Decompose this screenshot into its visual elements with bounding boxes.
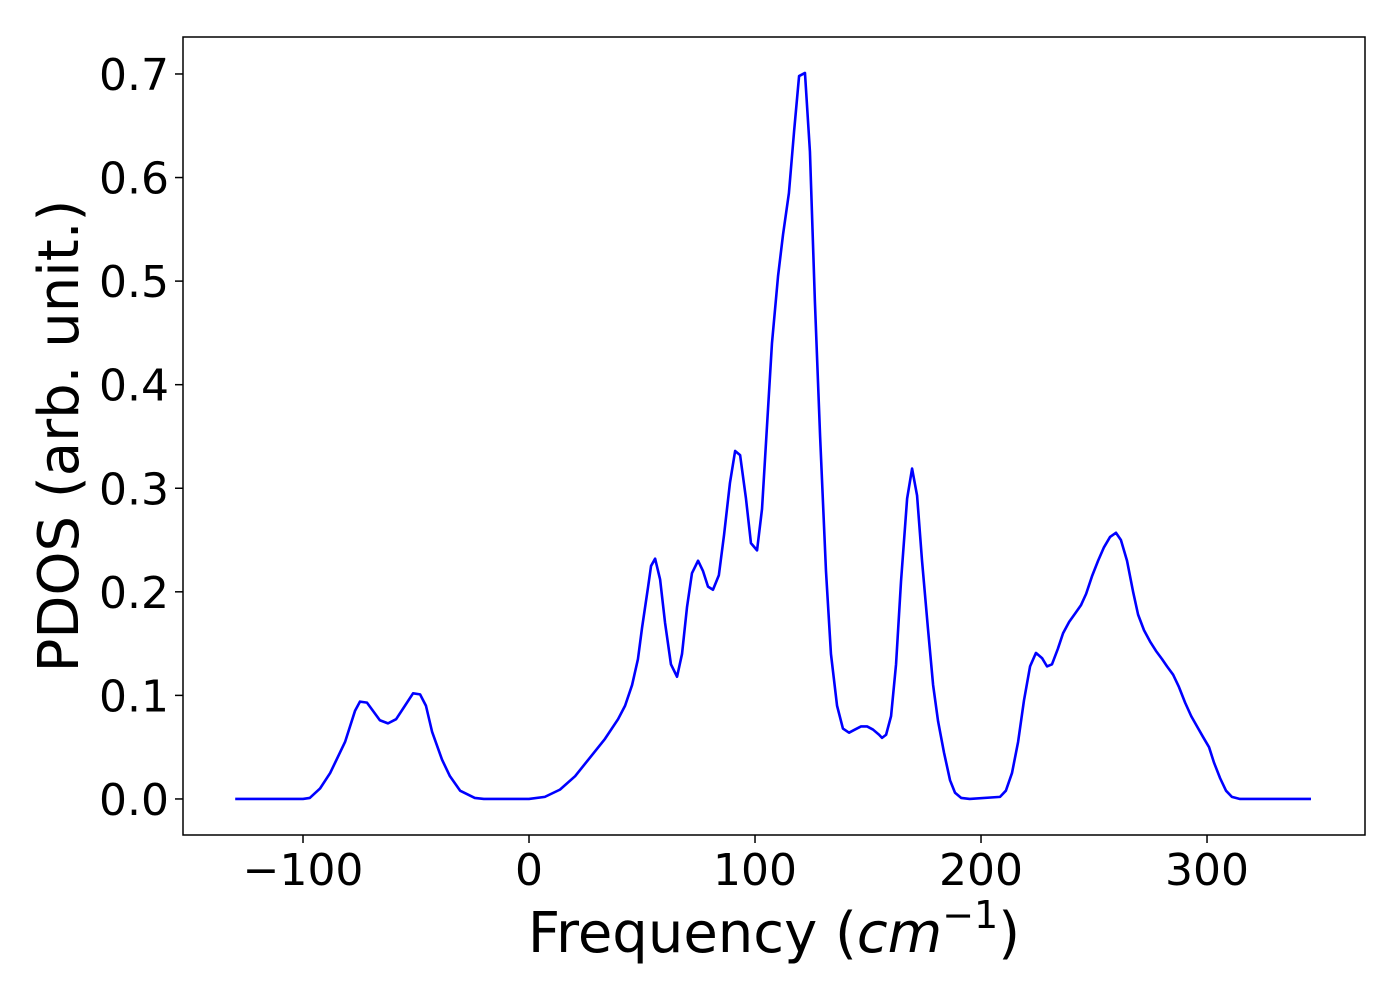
y-tick-label: 0.6 [99, 154, 169, 205]
plot-frame [182, 36, 1366, 836]
y-tick-label: 0.2 [99, 568, 169, 619]
y-tick-label: 0.0 [99, 775, 169, 826]
x-tick-label: 0 [515, 845, 543, 896]
data-line [235, 71, 1311, 801]
y-tick-label: 0.5 [99, 257, 169, 308]
x-tick-label: 300 [1165, 845, 1249, 896]
y-tick-label: 0.7 [99, 50, 169, 101]
y-tick-label: 0.4 [99, 361, 169, 412]
x-axis-label: Frequency (cm−1) [528, 893, 1020, 966]
x-tick-label: −100 [243, 845, 364, 896]
x-tick-label: 200 [939, 845, 1023, 896]
x-tick-label: 100 [713, 845, 797, 896]
y-tick-label: 0.3 [99, 464, 169, 515]
y-axis-label: PDOS (arb. unit.) [27, 200, 92, 673]
y-tick-label: 0.1 [99, 671, 169, 722]
